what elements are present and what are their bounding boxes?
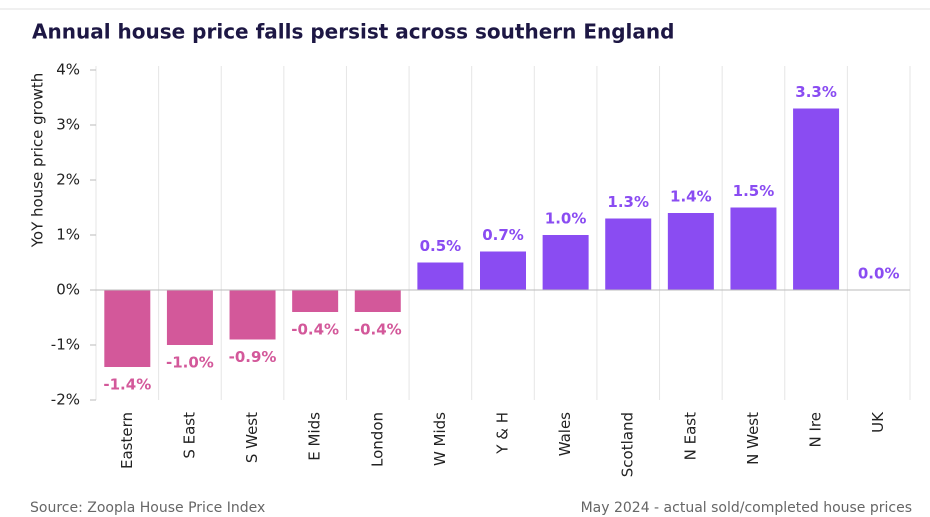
y-tick-label: 4% xyxy=(56,61,80,79)
value-label: 0.7% xyxy=(482,226,524,244)
value-label: -0.4% xyxy=(354,321,402,339)
bar xyxy=(542,235,589,290)
note: May 2024 - actual sold/completed house p… xyxy=(581,500,912,516)
y-tick-label: 3% xyxy=(56,116,80,134)
y-axis-label: YoY house price growth xyxy=(29,73,47,249)
value-label: 1.5% xyxy=(733,182,775,200)
value-label: 0.5% xyxy=(420,237,462,255)
value-label: -1.4% xyxy=(103,376,151,394)
bar xyxy=(730,207,777,290)
x-tick-label: Scotland xyxy=(619,412,637,477)
source: Source: Zoopla House Price Index xyxy=(30,500,265,516)
bar xyxy=(229,290,276,340)
value-label: -0.4% xyxy=(291,321,339,339)
y-tick-label: 0% xyxy=(56,281,80,299)
x-tick-label: N Ire xyxy=(807,412,825,447)
y-tick-label: 2% xyxy=(56,171,80,189)
value-label: 0.0% xyxy=(858,265,900,283)
value-label: 3.3% xyxy=(795,83,837,101)
x-tick-label: S East xyxy=(180,412,198,459)
bar xyxy=(104,290,151,367)
bar xyxy=(793,108,840,290)
bar xyxy=(480,251,526,290)
x-tick-label: London xyxy=(368,412,386,467)
bar xyxy=(292,290,339,312)
x-tick-label: W Mids xyxy=(431,412,449,466)
x-tick-label: Wales xyxy=(556,412,574,456)
bar xyxy=(667,213,714,290)
bar xyxy=(166,290,213,345)
bar xyxy=(354,290,401,312)
y-tick-label: -1% xyxy=(51,336,80,354)
bar xyxy=(417,262,464,290)
x-tick-label: UK xyxy=(869,411,887,433)
bar xyxy=(605,218,652,290)
x-tick-label: N West xyxy=(744,412,762,465)
value-label: 1.4% xyxy=(670,188,712,206)
x-tick-label: Eastern xyxy=(118,412,136,469)
x-tick-label: Y & H xyxy=(494,412,512,455)
x-tick-label: S West xyxy=(243,412,261,463)
x-tick-label: E Mids xyxy=(306,412,324,461)
x-tick-label: N East xyxy=(681,412,699,460)
value-label: 1.0% xyxy=(545,210,587,228)
y-tick-label: -2% xyxy=(51,391,80,409)
value-label: -0.9% xyxy=(229,348,277,366)
y-tick-label: 1% xyxy=(56,226,80,244)
value-label: 1.3% xyxy=(607,193,649,211)
chart-title: Annual house price falls persist across … xyxy=(32,20,674,44)
value-label: -1.0% xyxy=(166,354,214,372)
